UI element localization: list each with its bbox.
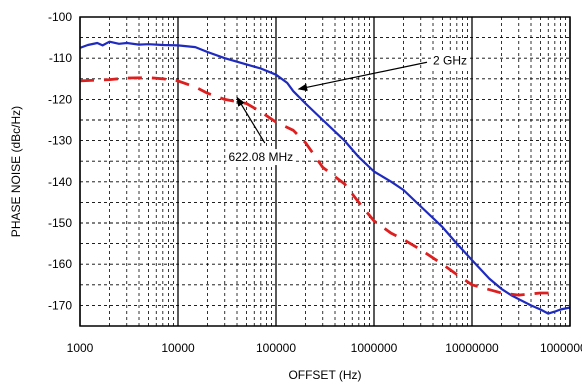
annotation-arrow [236, 96, 266, 144]
series-2ghz-line [79, 40, 571, 315]
y-tick-label: -130 [48, 134, 72, 148]
y-tick-label: -150 [48, 216, 72, 230]
y-tick-labels: -100 -110 -120 -130 -140 -150 -160 -170 [48, 10, 72, 312]
y-tick-label: -110 [49, 51, 72, 65]
plot-frame [79, 16, 571, 327]
x-axis-label: OFFSET (Hz) [288, 368, 361, 382]
y-tick-label: -100 [48, 10, 72, 24]
y-axis-label: PHASE NOISE (dBc/Hz) [9, 106, 23, 237]
x-tick-label: 100000000 [540, 341, 582, 355]
annotation-label: 2 GHz [433, 53, 467, 67]
y-tick-label: -160 [48, 257, 72, 271]
y-tick-label: -170 [48, 298, 72, 312]
grid-lines [79, 17, 571, 326]
x-tick-label: 10000 [161, 341, 195, 355]
annotation-label: 622.08 MHz [228, 150, 293, 164]
x-tick-label: 1000 [67, 341, 94, 355]
annotations: 2 GHz 622.08 MHz [226, 52, 470, 166]
y-tick-label: -120 [48, 92, 72, 106]
annotation-label-bg [431, 52, 470, 69]
annotation-arrow [297, 61, 428, 92]
y-tick-label: -140 [48, 175, 72, 189]
x-tick-label: 10000000 [445, 341, 499, 355]
series-lines [79, 40, 571, 315]
annotation-label-bg [226, 149, 296, 166]
x-tick-label: 100000 [256, 341, 296, 355]
x-tick-labels: 1000 10000 100000 1000000 10000000 100000000 [67, 341, 582, 355]
x-tick-label: 1000000 [351, 341, 398, 355]
series-622mhz-line [79, 76, 555, 297]
